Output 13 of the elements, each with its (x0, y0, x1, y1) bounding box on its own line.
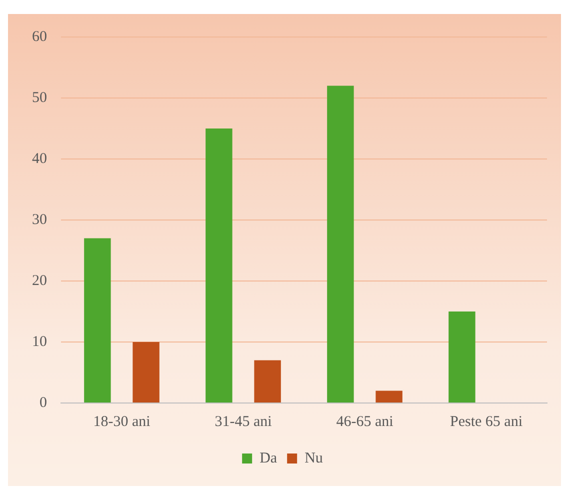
y-tick-label: 0 (40, 394, 47, 411)
y-tick-label: 20 (32, 272, 47, 289)
legend-label: Da (260, 450, 278, 466)
y-tick-label: 10 (32, 334, 47, 350)
x-tick-label: 31-45 ani (214, 414, 272, 430)
y-tick-label: 60 (32, 28, 47, 45)
x-tick-label: 46-65 ani (336, 414, 394, 430)
legend-label: Nu (304, 450, 324, 466)
y-tick-label: 50 (32, 90, 47, 106)
y-tick-label: 40 (32, 150, 47, 167)
y-tick-label: 30 (32, 212, 47, 228)
x-tick-label: Peste 65 ani (450, 414, 522, 430)
x-tick-label: 18-30 ani (93, 414, 150, 430)
